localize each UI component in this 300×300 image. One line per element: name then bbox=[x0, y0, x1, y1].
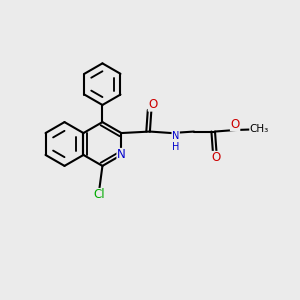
Text: O: O bbox=[148, 98, 158, 111]
Text: N
H: N H bbox=[172, 131, 179, 152]
Text: N: N bbox=[117, 148, 126, 161]
Text: O: O bbox=[211, 152, 220, 164]
Text: Cl: Cl bbox=[94, 188, 105, 202]
Text: O: O bbox=[230, 118, 240, 130]
Text: CH₃: CH₃ bbox=[250, 124, 269, 134]
